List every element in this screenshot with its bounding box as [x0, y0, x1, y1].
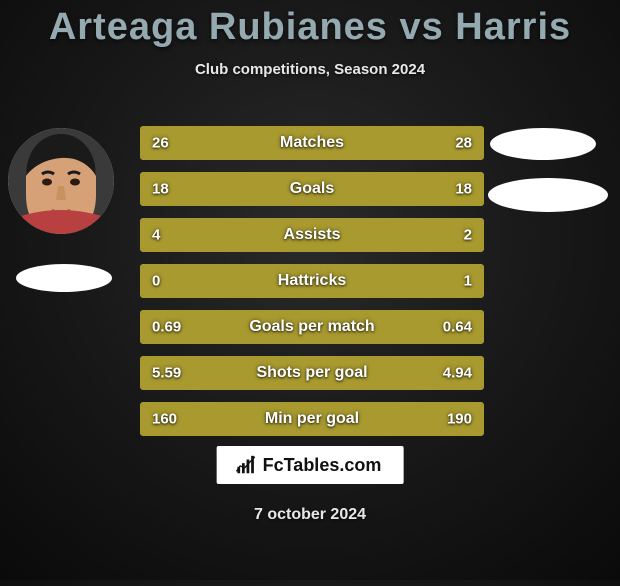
player-right-avatar: [490, 128, 596, 160]
stat-label: Shots per goal: [256, 364, 367, 382]
stats-container: 26 28 Matches 18 18 Goals 4 2 Assists 0 1 Hattricks…: [140, 126, 484, 448]
page-title: Arteaga Rubianes vs Harris: [0, 6, 620, 49]
stat-value-right: 0.64: [443, 319, 472, 336]
stat-value-right: 2: [464, 227, 472, 244]
stat-row: 26 28 Matches: [140, 126, 484, 160]
stat-row: 18 18 Goals: [140, 172, 484, 206]
stat-value-left: 5.59: [152, 365, 181, 382]
stat-label: Goals per match: [249, 318, 374, 336]
club-badge-left: [16, 264, 112, 292]
stat-label: Goals: [290, 180, 334, 198]
stat-value-right: 28: [455, 135, 472, 152]
stat-value-right: 4.94: [443, 365, 472, 382]
brand-text: FcTables.com: [263, 455, 382, 476]
club-badge-right: [488, 178, 608, 212]
stat-value-right: 1: [464, 273, 472, 290]
stat-label: Hattricks: [278, 272, 346, 290]
stat-value-left: 0.69: [152, 319, 181, 336]
stat-value-left: 18: [152, 181, 169, 198]
stat-row: 160 190 Min per goal: [140, 402, 484, 436]
brand-badge[interactable]: FcTables.com: [217, 446, 404, 484]
footer-date: 7 october 2024: [254, 506, 366, 524]
stat-value-right: 18: [455, 181, 472, 198]
stat-label: Min per goal: [265, 410, 359, 428]
chart-icon: [235, 454, 257, 476]
stat-row: 4 2 Assists: [140, 218, 484, 252]
stat-value-left: 26: [152, 135, 169, 152]
stat-value-left: 4: [152, 227, 160, 244]
stat-value-left: 0: [152, 273, 160, 290]
page-subtitle: Club competitions, Season 2024: [0, 61, 620, 78]
player-left-avatar: [8, 128, 114, 234]
stat-value-left: 160: [152, 411, 177, 428]
stat-row: 0.69 0.64 Goals per match: [140, 310, 484, 344]
stat-value-right: 190: [447, 411, 472, 428]
stat-label: Matches: [280, 134, 344, 152]
stat-label: Assists: [284, 226, 341, 244]
stat-row: 0 1 Hattricks: [140, 264, 484, 298]
stat-row: 5.59 4.94 Shots per goal: [140, 356, 484, 390]
